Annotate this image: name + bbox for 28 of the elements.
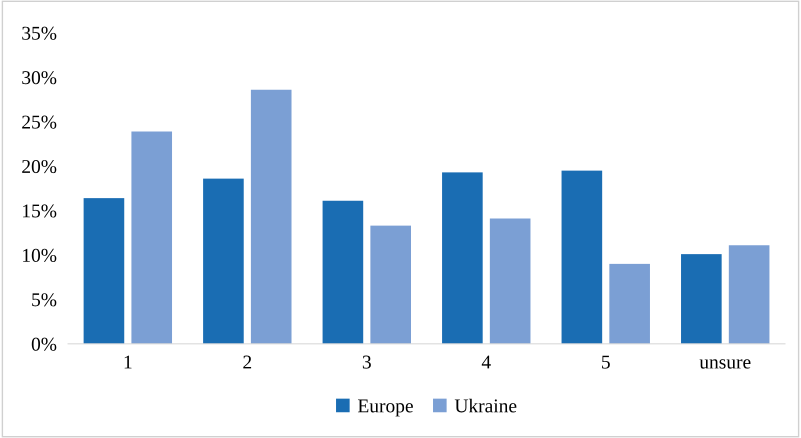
- x-tick-label: 2: [243, 356, 252, 368]
- y-tick-label: 5%: [32, 293, 56, 306]
- bar: [203, 178, 244, 344]
- bar: [681, 254, 722, 344]
- bar: [250, 90, 292, 344]
- bar: [370, 226, 411, 344]
- y-tick-label: 20%: [22, 160, 56, 174]
- y-tick-label: 25%: [22, 116, 56, 129]
- bar: [562, 170, 602, 344]
- bar: [442, 172, 483, 344]
- x-tick-label: 4: [482, 356, 491, 368]
- legend-label: Europe: [358, 400, 413, 416]
- x-tick-label: 3: [362, 356, 371, 369]
- y-tick-label: 30%: [22, 71, 56, 84]
- legend-label: Ukraine: [454, 398, 516, 412]
- bar: [131, 131, 172, 344]
- bar: [609, 264, 650, 344]
- x-tick-label: 1: [124, 356, 132, 368]
- y-tick-label: 15%: [23, 204, 56, 218]
- x-tick-label: unsure: [700, 359, 750, 369]
- y-tick-label: 10%: [23, 248, 56, 262]
- y-tick-label: 35%: [22, 26, 56, 40]
- bar: [84, 198, 124, 344]
- y-tick-label: 0%: [32, 338, 56, 351]
- bar: [490, 218, 530, 344]
- bar: [322, 200, 364, 344]
- x-tick-label: 5: [602, 356, 610, 369]
- bar: [728, 245, 770, 344]
